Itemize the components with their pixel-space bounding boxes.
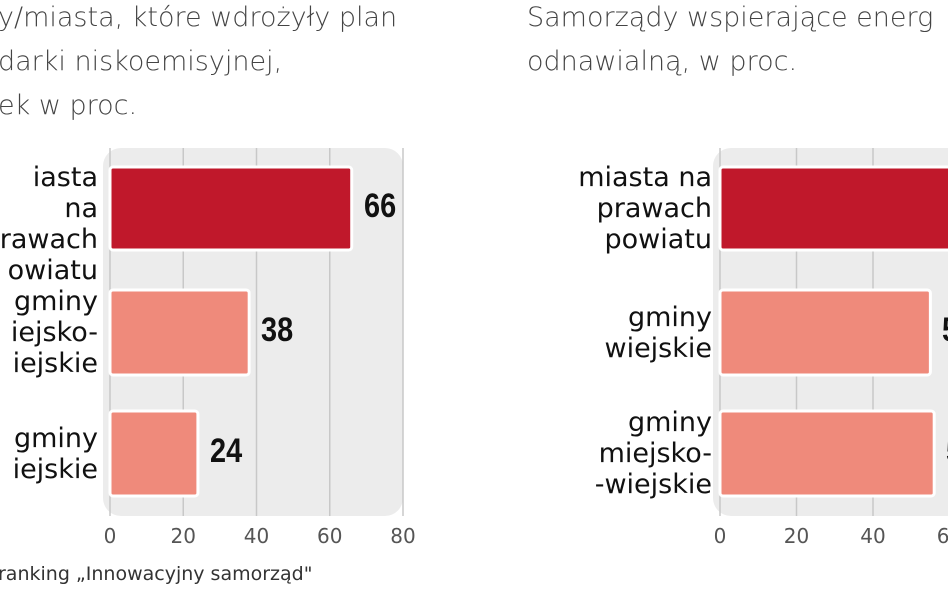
category-label: gminy iejsko- iejskie <box>10 286 98 379</box>
category-label: miasta na prawach powiatu <box>578 162 712 255</box>
bar <box>108 409 200 498</box>
bar <box>108 165 354 252</box>
x-tick-label: 40 <box>243 524 270 548</box>
value-label: 56 <box>946 432 948 471</box>
bar <box>718 288 932 377</box>
category-label: gminy wiejskie <box>604 301 712 364</box>
category-label: gminy miejsko- -wiejskie <box>594 407 712 500</box>
value-label: 24 <box>209 431 243 470</box>
x-tick-label: 20 <box>170 524 196 548</box>
value-label: 38 <box>261 310 294 349</box>
category-label: gminy iejskie <box>12 422 98 485</box>
bar <box>108 288 251 377</box>
value-label: 66 <box>363 186 396 225</box>
x-tick-label: 80 <box>390 524 416 548</box>
x-tick-label: 20 <box>783 524 810 548</box>
x-tick-label: 0 <box>103 524 117 548</box>
category-label: iasta na rawach owiatu <box>0 162 98 286</box>
x-tick-label: 0 <box>713 524 727 548</box>
x-tick-label: 40 <box>860 524 886 548</box>
source-note: ranking „Innowacyjny samorząd" <box>0 563 313 585</box>
x-tick-label: 60 <box>936 524 948 548</box>
chart-title: Samorządy wspierające energ odnawialną, … <box>527 2 934 77</box>
x-tick-label: 60 <box>317 524 343 548</box>
bar <box>718 165 948 252</box>
value-label: 55 <box>942 311 948 350</box>
chart-title: y/miasta, które wdrożyły plan darki nisk… <box>0 2 398 121</box>
bar <box>718 409 936 498</box>
